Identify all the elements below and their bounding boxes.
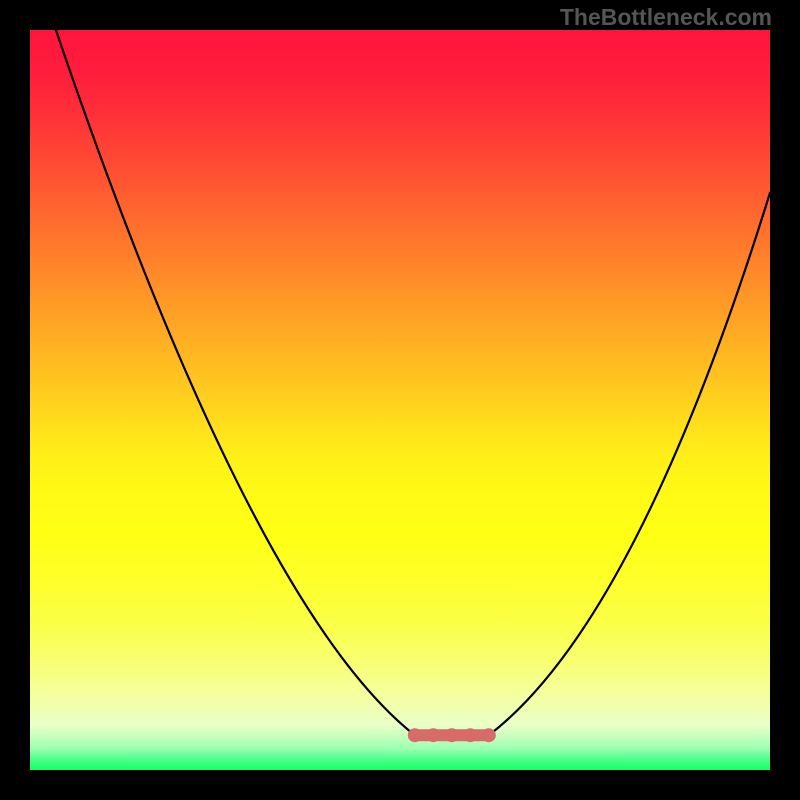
optimal-range-dot [463, 728, 477, 742]
optimal-range-dot [408, 728, 422, 742]
gradient-background [30, 30, 770, 770]
watermark-text: TheBottleneck.com [560, 4, 772, 31]
chart-container: TheBottleneck.com [0, 0, 800, 800]
optimal-range-dot [426, 728, 440, 742]
plot-svg [30, 30, 770, 770]
optimal-range-dot [482, 728, 496, 742]
plot-area [30, 30, 770, 770]
optimal-range-dot [445, 728, 459, 742]
